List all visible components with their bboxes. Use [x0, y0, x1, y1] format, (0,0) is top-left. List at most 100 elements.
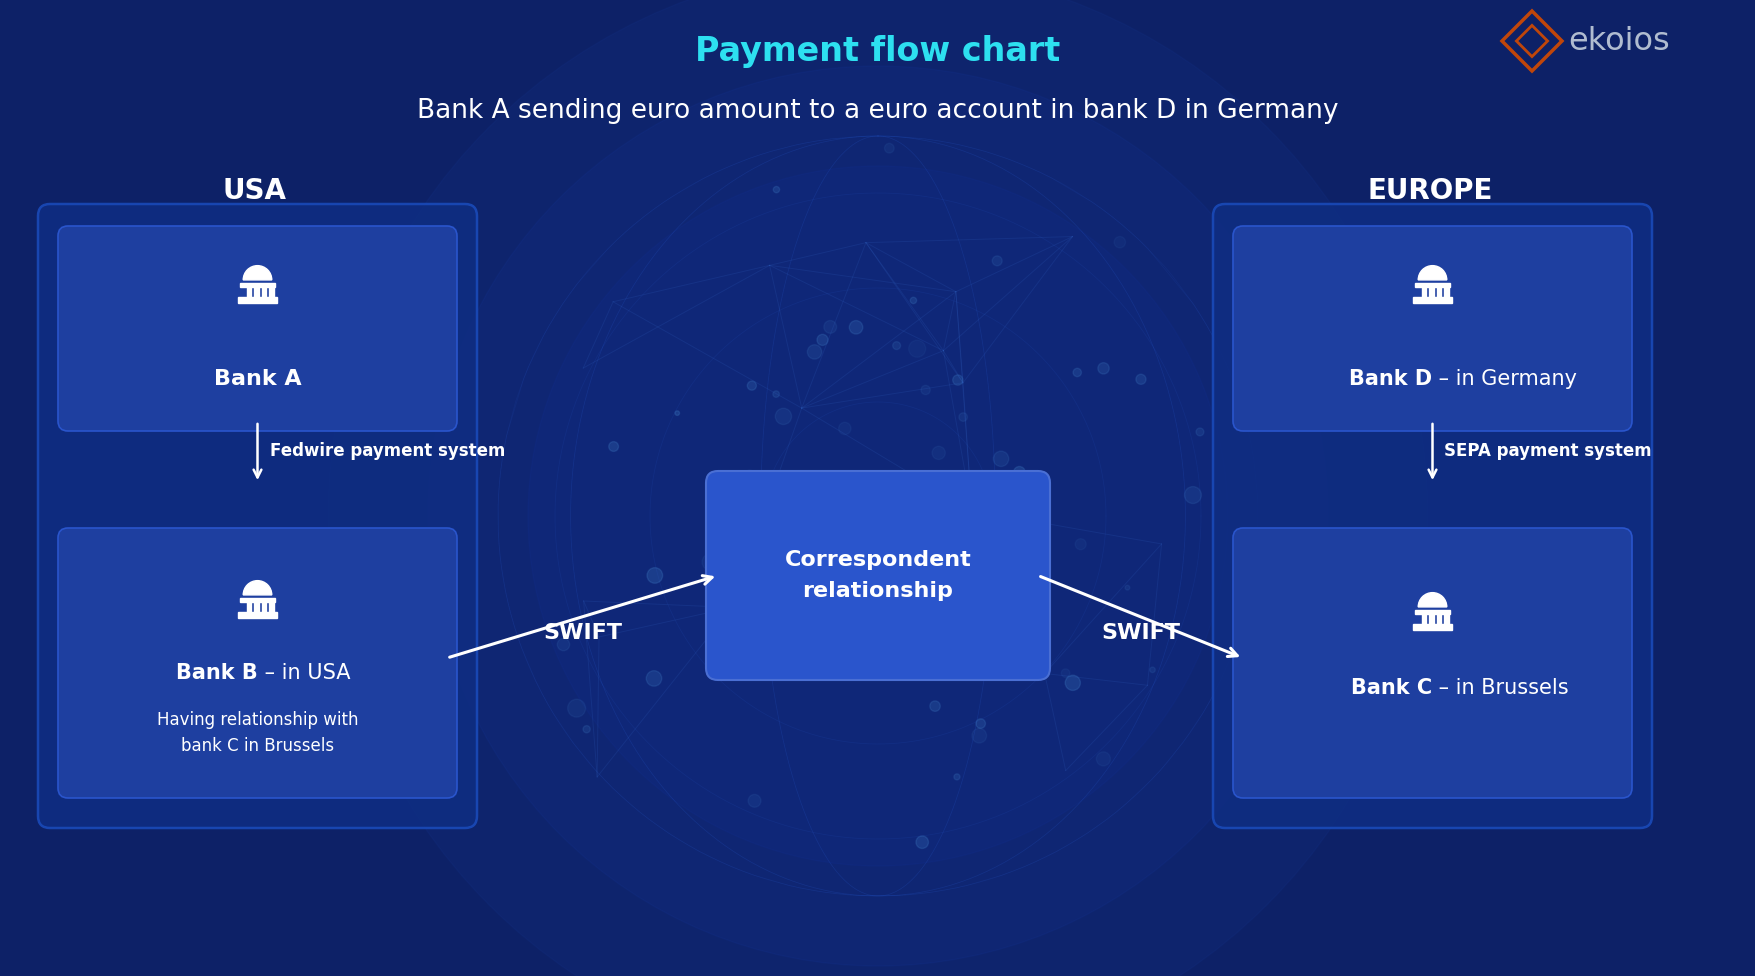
Circle shape [1011, 618, 1021, 629]
Bar [1422, 613, 1425, 624]
Circle shape [976, 718, 985, 728]
Bar [261, 601, 267, 612]
Circle shape [646, 671, 662, 686]
Bar [1429, 286, 1434, 297]
Circle shape [807, 345, 821, 359]
Circle shape [960, 639, 978, 656]
Bar [1443, 613, 1448, 624]
Circle shape [907, 341, 925, 357]
Bar [269, 286, 274, 297]
Circle shape [958, 413, 967, 422]
Bar [1413, 297, 1451, 303]
Circle shape [816, 533, 820, 538]
Bar [246, 286, 251, 297]
Text: Payment flow chart: Payment flow chart [695, 34, 1060, 67]
Bar [1413, 624, 1451, 630]
Text: – in USA: – in USA [258, 663, 349, 683]
Circle shape [748, 794, 760, 807]
Circle shape [930, 701, 939, 712]
Bar [239, 612, 276, 618]
Bar [1429, 613, 1434, 624]
Bar [1415, 610, 1450, 614]
Circle shape [978, 529, 983, 536]
Circle shape [907, 562, 920, 576]
Bar [269, 601, 274, 612]
Circle shape [881, 530, 886, 534]
Circle shape [828, 515, 835, 522]
Circle shape [974, 654, 990, 671]
Circle shape [993, 451, 1007, 467]
Circle shape [885, 143, 893, 153]
Circle shape [1185, 487, 1200, 504]
Wedge shape [244, 581, 272, 595]
Text: – in Germany: – in Germany [1432, 369, 1576, 389]
Circle shape [776, 408, 792, 425]
Circle shape [920, 386, 930, 394]
Text: – in Brussels: – in Brussels [1432, 678, 1569, 698]
Circle shape [881, 515, 893, 529]
Circle shape [993, 566, 1007, 581]
Circle shape [1013, 467, 1025, 478]
Wedge shape [244, 265, 272, 280]
Circle shape [821, 667, 827, 672]
Circle shape [788, 668, 795, 674]
Circle shape [1125, 586, 1128, 590]
Circle shape [879, 520, 892, 532]
Text: Correspondent
relationship: Correspondent relationship [784, 549, 971, 601]
Circle shape [556, 638, 569, 651]
Wedge shape [1418, 265, 1446, 280]
Circle shape [1041, 582, 1044, 586]
Text: Bank A: Bank A [214, 369, 302, 389]
Text: Having relationship with
bank C in Brussels: Having relationship with bank C in Bruss… [156, 711, 358, 755]
Circle shape [839, 423, 851, 434]
Circle shape [1032, 504, 1042, 514]
Text: Bank D: Bank D [1348, 369, 1432, 389]
Circle shape [886, 629, 897, 640]
Circle shape [741, 660, 751, 670]
Circle shape [1095, 752, 1109, 766]
Bar [246, 601, 251, 612]
Text: SWIFT: SWIFT [542, 623, 621, 643]
Bar [239, 297, 276, 303]
Circle shape [855, 495, 863, 503]
Circle shape [772, 390, 779, 397]
Text: USA: USA [223, 177, 286, 205]
Circle shape [674, 411, 679, 416]
Circle shape [971, 728, 986, 743]
Circle shape [1135, 374, 1146, 385]
Circle shape [1074, 539, 1086, 549]
Circle shape [849, 320, 862, 334]
FancyBboxPatch shape [1232, 226, 1630, 431]
Circle shape [909, 298, 916, 304]
Circle shape [823, 320, 835, 334]
Circle shape [609, 441, 618, 452]
Circle shape [758, 557, 763, 562]
Circle shape [528, 166, 1227, 866]
Circle shape [753, 535, 767, 549]
Bar [1436, 286, 1441, 297]
Circle shape [742, 470, 756, 483]
FancyBboxPatch shape [58, 528, 456, 798]
Bar [254, 601, 258, 612]
Circle shape [932, 446, 944, 460]
Bar [261, 286, 267, 297]
Text: SWIFT: SWIFT [1100, 623, 1179, 643]
Text: Bank C: Bank C [1351, 678, 1432, 698]
Bar [1436, 613, 1441, 624]
Text: Bank B: Bank B [176, 663, 258, 683]
Circle shape [914, 538, 925, 549]
Bar [240, 598, 276, 602]
Text: ekoios: ekoios [1567, 25, 1669, 57]
Bar [254, 286, 258, 297]
Bar [1422, 286, 1425, 297]
Circle shape [883, 562, 897, 578]
Circle shape [646, 568, 662, 584]
Circle shape [999, 578, 1013, 590]
Circle shape [920, 517, 923, 522]
Text: EUROPE: EUROPE [1367, 177, 1492, 205]
Circle shape [992, 256, 1002, 265]
Circle shape [976, 497, 983, 505]
Circle shape [784, 576, 797, 589]
FancyBboxPatch shape [706, 471, 1049, 680]
Circle shape [953, 375, 962, 386]
